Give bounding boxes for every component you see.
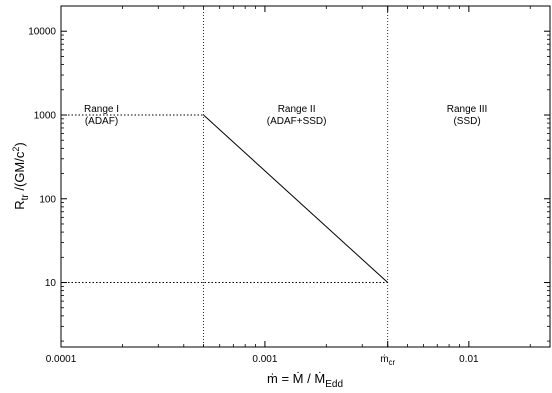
y-axis-title-close: ) <box>12 142 27 146</box>
y-axis-title-sub: tr <box>20 194 31 201</box>
y-axis-title-sup: 2 <box>11 147 21 152</box>
x-axis-title-slash: / <box>307 371 311 386</box>
x-tick-label: 0.0001 <box>46 354 77 365</box>
y-axis-title-rest: /(GM/c <box>12 151 27 194</box>
series-line-1 <box>203 114 389 283</box>
x-axis-title-den: Ṁ <box>314 371 325 386</box>
reference-lines <box>61 114 388 284</box>
y-tick-label: 100 <box>39 194 56 205</box>
x-axis-title-eq: = <box>281 371 289 386</box>
region-1-title: Range I <box>84 104 119 115</box>
region-3-title: Range III <box>447 104 488 115</box>
x-axis-title-num: Ṁ <box>293 371 304 386</box>
region-2-title: Range II <box>278 104 316 115</box>
region-2-subtitle: (ADAF+SSD) <box>267 116 327 127</box>
y-axis-title-main: R <box>12 200 27 209</box>
x-tick-label: 0.01 <box>459 354 479 365</box>
y-tick-label: 10 <box>45 278 57 289</box>
x-axis-title-lhs: ṁ <box>267 371 278 386</box>
plot-frame <box>60 5 551 348</box>
series-layer <box>203 114 389 283</box>
region-3-subtitle: (SSD) <box>453 116 480 127</box>
x-tick-label: ṁcr <box>380 354 395 367</box>
region-boundaries <box>203 6 389 347</box>
x-axis-title: ṁ = Ṁ / ṀEdd <box>267 371 343 390</box>
region-labels: Range I(ADAF) Range II(ADAF+SSD) Range III… <box>84 104 487 127</box>
y-tick-label: 1000 <box>34 110 57 121</box>
x-tick-label: 0.001 <box>252 354 277 365</box>
y-axis: 10 100 1000 10000 <box>28 5 550 342</box>
y-tick-label: 10000 <box>28 27 56 38</box>
y-axis-title: Rtr /(GM/c2) <box>11 142 31 209</box>
region-1-subtitle: (ADAF) <box>85 116 118 127</box>
x-axis: 0.0001 0.001 ṁcr 0.01 <box>46 6 531 367</box>
x-axis-title-den-sub: Edd <box>325 379 343 390</box>
